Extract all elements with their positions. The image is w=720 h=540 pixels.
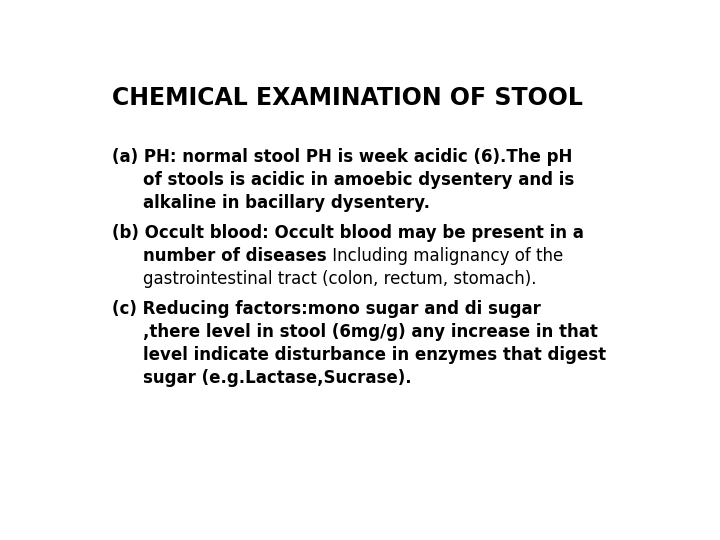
Text: of stools is acidic in amoebic dysentery and is: of stools is acidic in amoebic dysentery… bbox=[143, 171, 575, 189]
Text: level indicate disturbance in enzymes that digest: level indicate disturbance in enzymes th… bbox=[143, 346, 606, 364]
Text: (c) Reducing factors:mono sugar and di sugar: (c) Reducing factors:mono sugar and di s… bbox=[112, 300, 541, 318]
Text: alkaline in bacillary dysentery.: alkaline in bacillary dysentery. bbox=[143, 194, 430, 212]
Text: (a) PH: normal stool PH is week acidic (6).The pH: (a) PH: normal stool PH is week acidic (… bbox=[112, 148, 572, 166]
Text: sugar (e.g.Lactase,Sucrase).: sugar (e.g.Lactase,Sucrase). bbox=[143, 369, 412, 387]
Text: (b) Occult blood: Occult blood may be present in a: (b) Occult blood: Occult blood may be pr… bbox=[112, 224, 584, 242]
Text: ,there level in stool (6mg/g) any increase in that: ,there level in stool (6mg/g) any increa… bbox=[143, 323, 598, 341]
Text: gastrointestinal tract (colon, rectum, stomach).: gastrointestinal tract (colon, rectum, s… bbox=[143, 270, 536, 288]
Text: Including malignancy of the: Including malignancy of the bbox=[327, 247, 563, 265]
Text: CHEMICAL EXAMINATION OF STOOL: CHEMICAL EXAMINATION OF STOOL bbox=[112, 85, 583, 110]
Text: number of diseases: number of diseases bbox=[143, 247, 327, 265]
